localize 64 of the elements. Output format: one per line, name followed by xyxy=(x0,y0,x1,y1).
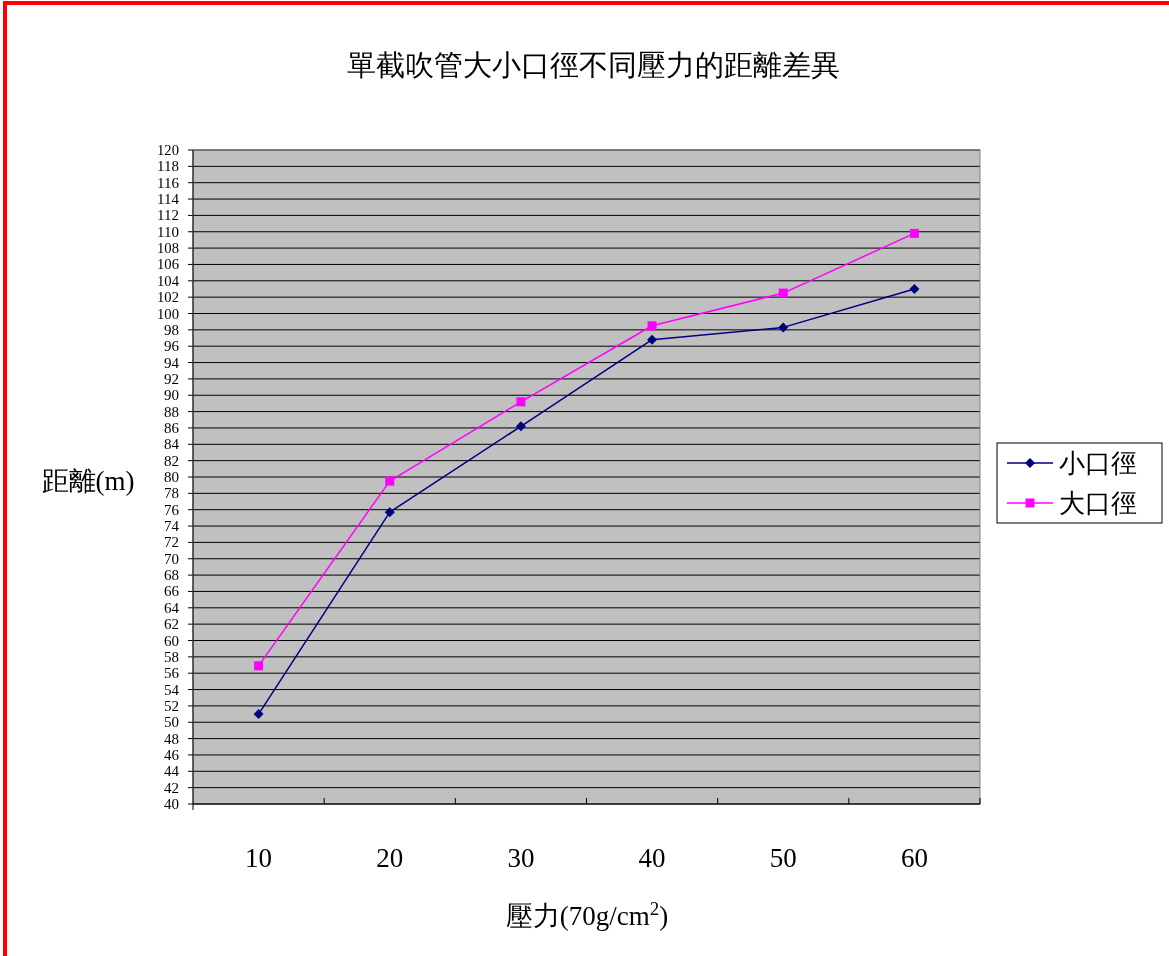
y-tick-label: 68 xyxy=(164,567,179,584)
y-tick-label: 64 xyxy=(164,599,180,616)
point xyxy=(516,397,526,407)
x-tick-label: 50 xyxy=(769,843,797,873)
y-tick-label: 84 xyxy=(164,436,180,453)
y-tick-label: 54 xyxy=(164,681,180,698)
y-tick-label: 58 xyxy=(164,648,179,665)
y-tick-label: 106 xyxy=(157,256,180,273)
y-tick-label: 52 xyxy=(164,697,179,714)
y-tick-label: 98 xyxy=(164,321,179,338)
x-tick-label: 60 xyxy=(900,843,928,873)
y-tick-label: 88 xyxy=(164,403,179,420)
legend-label: 小口徑 xyxy=(1059,449,1137,478)
y-tick-label: 116 xyxy=(157,174,180,191)
y-tick-label: 110 xyxy=(157,223,179,240)
point xyxy=(384,507,395,518)
y-tick-label: 108 xyxy=(157,240,180,257)
y-tick-label: 90 xyxy=(164,387,179,404)
y-tick-label: 104 xyxy=(157,272,180,289)
y-tick-label: 60 xyxy=(164,632,179,649)
x-tick-label: 30 xyxy=(507,843,535,873)
point xyxy=(778,288,788,298)
x-tick-label: 40 xyxy=(638,843,666,873)
x-tick-label: 20 xyxy=(376,843,404,873)
point xyxy=(515,421,526,432)
y-tick-label: 96 xyxy=(164,338,180,355)
point xyxy=(647,321,657,331)
legend-label: 大口徑 xyxy=(1059,489,1137,518)
y-tick-label: 118 xyxy=(157,158,179,175)
point xyxy=(909,283,920,294)
point xyxy=(778,322,789,333)
y-tick-label: 72 xyxy=(164,534,179,551)
y-tick-label: 56 xyxy=(164,665,180,682)
y-tick-label: 86 xyxy=(164,419,180,436)
point xyxy=(647,334,658,345)
y-axis-title: 距離(m) xyxy=(41,466,135,496)
y-tick-label: 94 xyxy=(164,354,180,371)
point xyxy=(253,709,264,720)
y-tick-label: 66 xyxy=(164,583,180,600)
y-tick-label: 48 xyxy=(164,730,179,747)
y-tick-label: 42 xyxy=(164,779,179,796)
y-tick-label: 50 xyxy=(164,714,179,731)
y-tick-label: 78 xyxy=(164,485,179,502)
x-tick-label: 10 xyxy=(245,843,273,873)
point xyxy=(254,661,264,671)
y-tick-label: 112 xyxy=(157,207,179,224)
y-tick-label: 76 xyxy=(164,501,180,518)
chart-title: 單截吹管大小口徑不同壓力的距離差異 xyxy=(346,49,840,81)
y-tick-label: 114 xyxy=(157,191,180,208)
y-tick-label: 92 xyxy=(164,370,179,387)
y-tick-label: 120 xyxy=(157,142,180,158)
y-tick-label: 62 xyxy=(164,616,179,633)
point xyxy=(909,228,919,238)
x-axis-title: 壓力(70g/cm$^{2}$) xyxy=(505,897,669,931)
y-tick-label: 80 xyxy=(164,469,179,485)
y-tick-label: 70 xyxy=(164,550,179,567)
y-tick-label: 46 xyxy=(164,746,180,763)
y-tick-label: 102 xyxy=(157,289,180,306)
point xyxy=(385,476,395,486)
y-tick-label: 74 xyxy=(164,518,180,535)
y-tick-label: 40 xyxy=(164,796,179,812)
y-tick-label: 100 xyxy=(157,305,180,322)
y-tick-label: 82 xyxy=(164,452,179,469)
y-tick-label: 44 xyxy=(164,763,180,780)
